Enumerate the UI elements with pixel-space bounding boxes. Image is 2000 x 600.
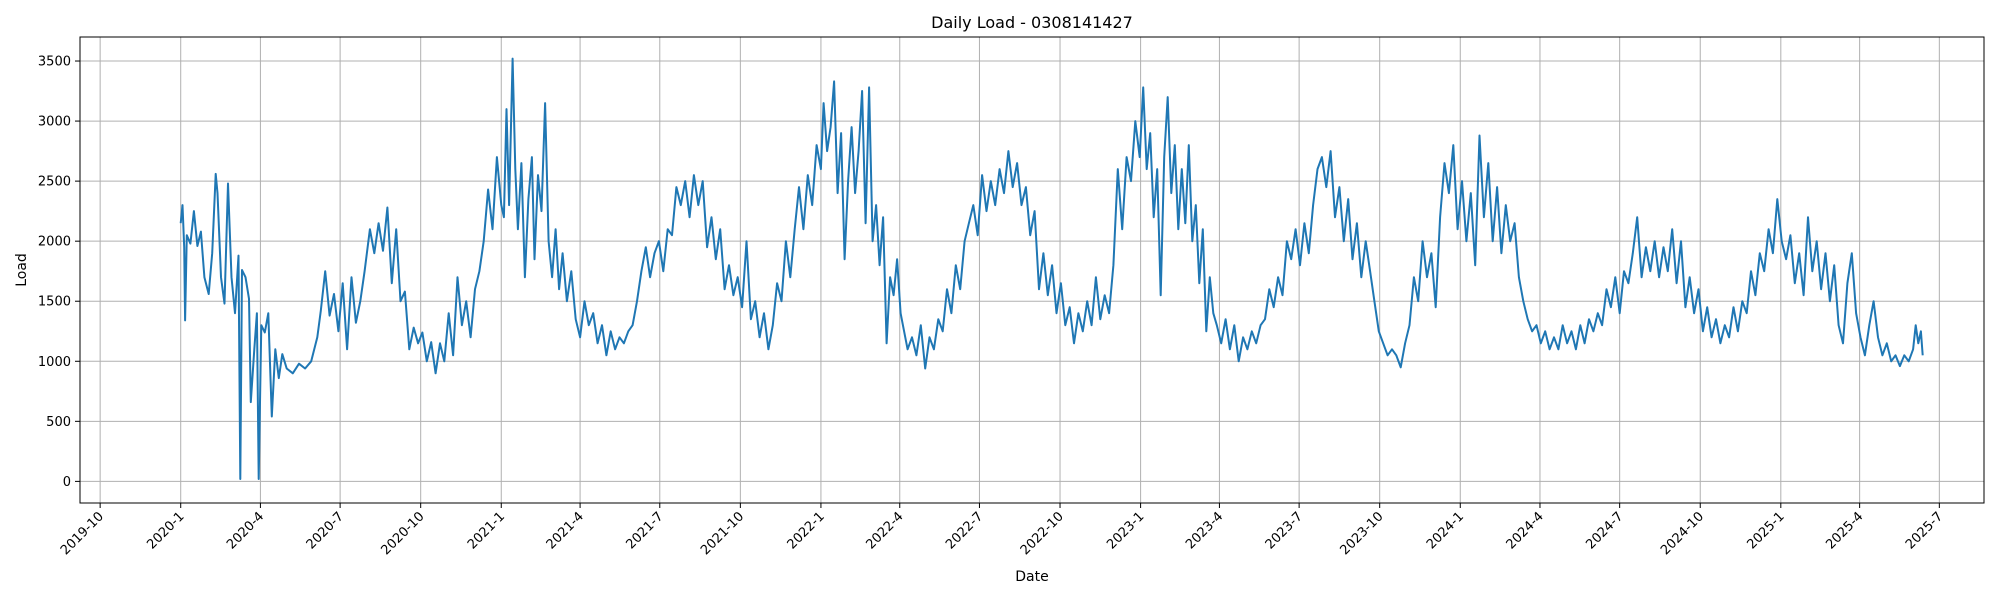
x-tick-label: 2022-10 — [1018, 509, 1067, 558]
x-tick-label: 2022-4 — [863, 509, 906, 552]
x-axis-ticks: 2019-10 2020-1 2020-4 2020-7 2020-10 2021-1 20… — [58, 503, 1946, 558]
x-tick-label: 2024-4 — [1504, 509, 1547, 552]
y-tick-label: 1000 — [38, 355, 71, 370]
x-tick-label: 2019-10 — [58, 509, 107, 558]
y-axis-title: Load — [14, 253, 30, 287]
x-tick-label: 2020-10 — [378, 509, 427, 558]
x-tick-label: 2020-4 — [224, 509, 267, 552]
x-tick-label: 2021-1 — [465, 509, 508, 552]
x-tick-label: 2024-1 — [1424, 509, 1467, 552]
x-tick-label: 2021-4 — [544, 509, 587, 552]
x-tick-label: 2023-10 — [1338, 509, 1387, 558]
y-tick-label: 3000 — [38, 115, 71, 130]
y-tick-label: 500 — [46, 415, 71, 430]
series-layer — [179, 57, 1924, 480]
x-tick-label: 2025-1 — [1744, 509, 1787, 552]
x-axis-title: Date — [1015, 569, 1048, 585]
x-tick-label: 2023-7 — [1263, 509, 1306, 552]
plot-frame — [79, 36, 1985, 504]
x-tick-label: 2022-7 — [943, 509, 986, 552]
y-tick-label: 2000 — [38, 235, 71, 250]
x-tick-label: 2023-1 — [1104, 509, 1147, 552]
series-line — [179, 57, 1924, 480]
y-tick-label: 3500 — [38, 55, 71, 70]
x-tick-label: 2025-7 — [1903, 509, 1946, 552]
x-tick-label: 2024-10 — [1658, 509, 1707, 558]
y-tick-label: 2500 — [38, 175, 71, 190]
x-tick-label: 2023-4 — [1183, 509, 1226, 552]
x-tick-label: 2021-7 — [623, 509, 666, 552]
grid-lines — [80, 37, 1984, 503]
x-tick-label: 2025-4 — [1823, 509, 1866, 552]
x-tick-label: 2020-7 — [304, 509, 347, 552]
x-tick-label: 2024-7 — [1583, 509, 1626, 552]
x-tick-label: 2022-1 — [785, 509, 828, 552]
y-axis-ticks: 0 500 1000 1500 2000 2500 3000 3500 — [38, 55, 80, 490]
x-tick-label: 2021-10 — [698, 509, 747, 558]
x-tick-label: 2020-1 — [144, 509, 187, 552]
y-tick-label: 1500 — [38, 295, 71, 310]
chart-title: Daily Load - 0308141427 — [931, 13, 1133, 32]
y-tick-label: 0 — [63, 475, 71, 490]
